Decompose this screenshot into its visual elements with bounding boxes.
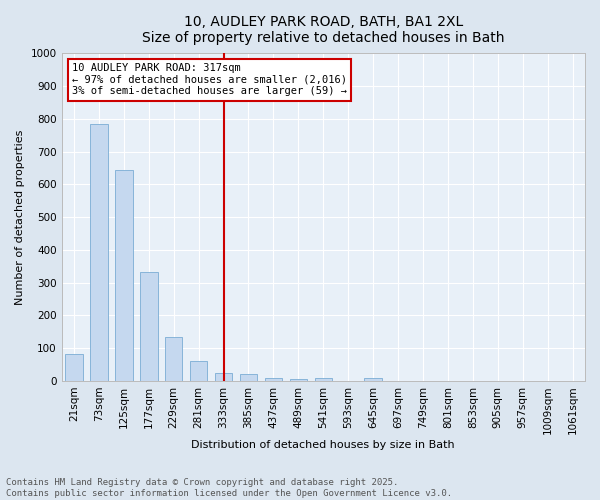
Bar — [65, 354, 83, 381]
Bar — [240, 374, 257, 381]
Bar — [364, 378, 382, 381]
Text: 10 AUDLEY PARK ROAD: 317sqm
← 97% of detached houses are smaller (2,016)
3% of s: 10 AUDLEY PARK ROAD: 317sqm ← 97% of det… — [72, 63, 347, 96]
Y-axis label: Number of detached properties: Number of detached properties — [15, 130, 25, 305]
X-axis label: Distribution of detached houses by size in Bath: Distribution of detached houses by size … — [191, 440, 455, 450]
Bar — [215, 373, 232, 381]
Text: Contains HM Land Registry data © Crown copyright and database right 2025.
Contai: Contains HM Land Registry data © Crown c… — [6, 478, 452, 498]
Bar — [140, 272, 158, 381]
Bar — [314, 378, 332, 381]
Bar — [190, 362, 208, 381]
Bar — [115, 170, 133, 381]
Bar — [165, 338, 182, 381]
Title: 10, AUDLEY PARK ROAD, BATH, BA1 2XL
Size of property relative to detached houses: 10, AUDLEY PARK ROAD, BATH, BA1 2XL Size… — [142, 15, 505, 45]
Bar — [90, 124, 107, 381]
Bar — [265, 378, 282, 381]
Bar — [290, 379, 307, 381]
